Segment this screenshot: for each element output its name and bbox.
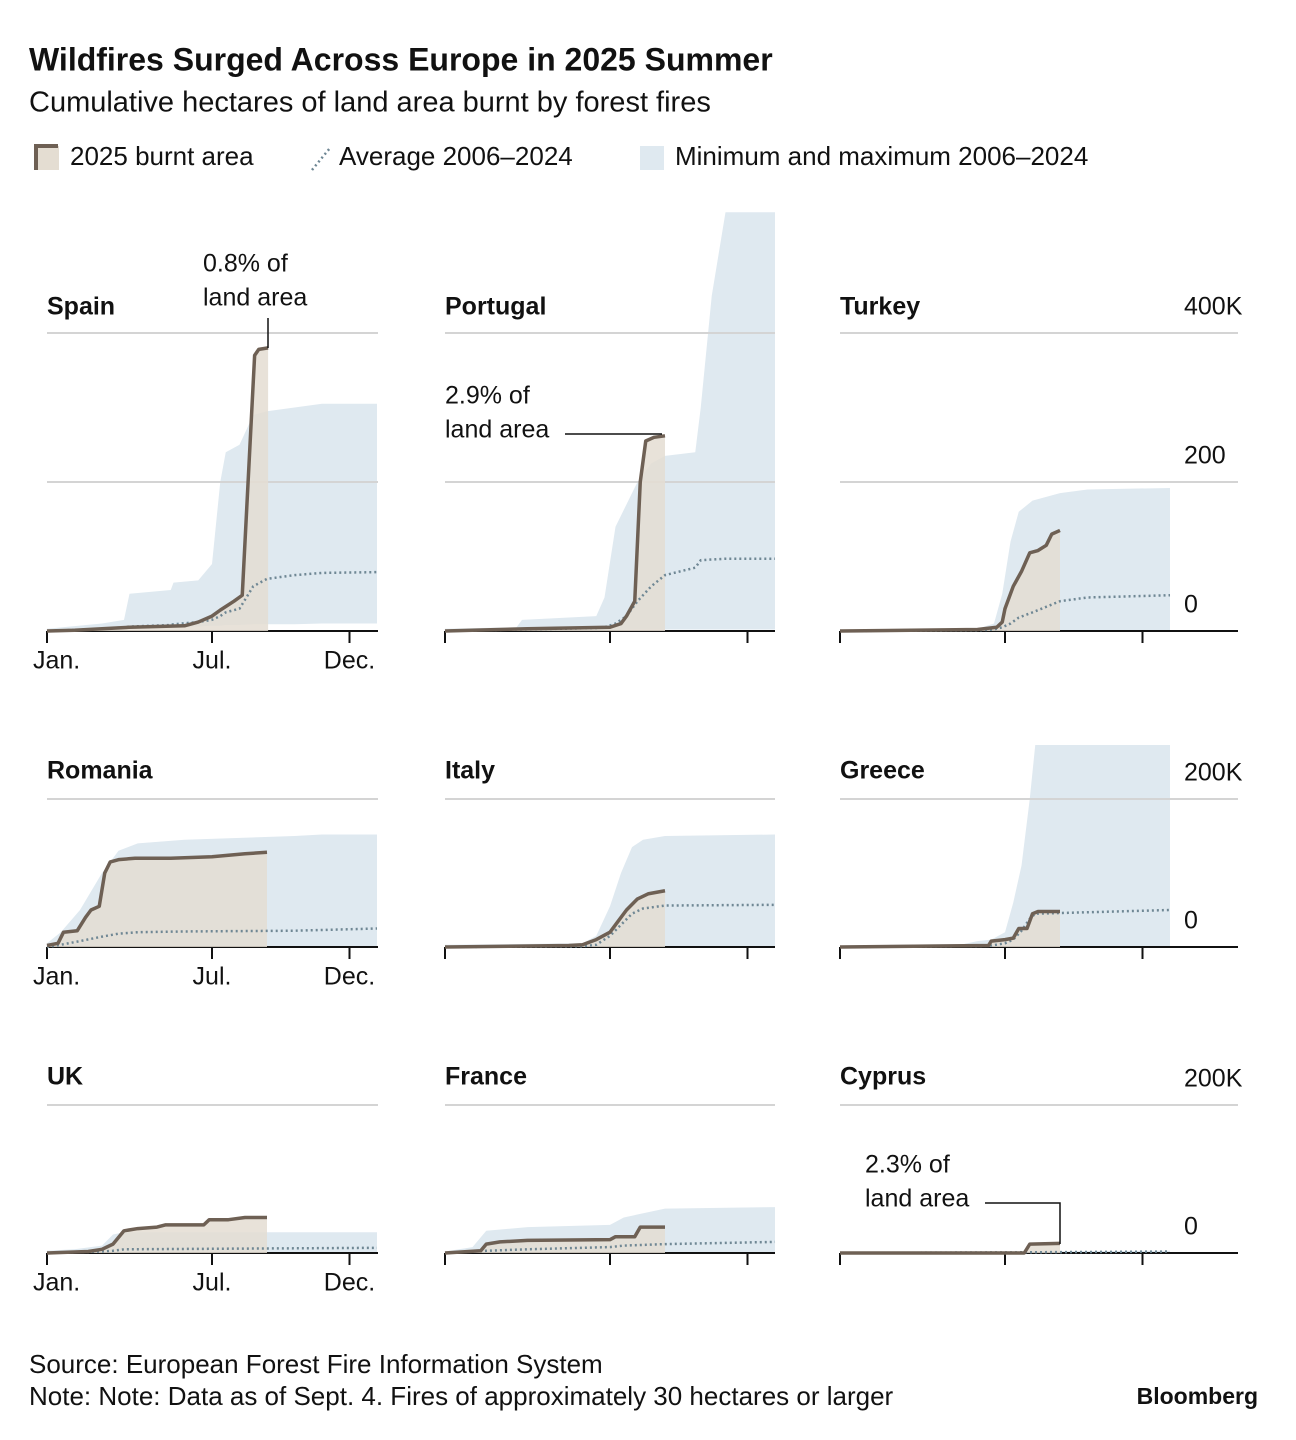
x-tick-label: Dec. [324,1269,375,1297]
panel-title: Greece [840,757,925,785]
min-max-band [445,834,775,947]
y-tick-label: 200K [1184,1065,1243,1093]
burnt-area-line [46,1215,267,1255]
average-line [46,570,378,633]
chart-subtitle: Cumulative hectares of land area burnt b… [29,87,711,119]
y-tick-label: 200 [1184,442,1226,470]
brand: Bloomberg [1137,1383,1258,1409]
annotation: 0.8% of [203,250,288,278]
average-line [46,1246,378,1255]
chart-title: Wildfires Surged Across Europe in 2025 S… [29,41,773,77]
annotation: 2.9% of [445,382,530,410]
y-tick-label: 0 [1184,907,1198,935]
x-tick-label: Jan. [33,963,80,991]
panel-title: Portugal [445,293,546,321]
y-tick-label: 0 [1184,1213,1198,1241]
burnt-area-fill [445,435,665,631]
legend-swatch [311,147,331,171]
legend-swatch [35,146,59,170]
burnt-area-line [840,1241,1061,1255]
legend-label: Average 2006–2024 [339,141,573,171]
x-tick-label: Jul. [193,1269,232,1297]
burnt-area-line [444,1225,665,1255]
min-max-band [840,487,1170,631]
legend-label: Minimum and maximum 2006–2024 [675,141,1088,171]
panel-title: France [445,1063,527,1091]
burnt-area-fill [47,1217,267,1253]
note: Note: Note: Data as of Sept. 4. Fires of… [29,1381,894,1411]
y-tick-label: 400K [1184,293,1243,321]
burnt-area-line [839,909,1060,949]
burnt-area-fill [840,911,1060,947]
panel-title: Cyprus [840,1063,926,1091]
x-tick-label: Dec. [324,963,375,991]
burnt-area-fill [47,347,269,631]
average-line [444,903,776,949]
x-tick-label: Jan. [33,1269,80,1297]
annotation-leader [985,1202,1061,1244]
x-tick-label: Jan. [33,647,80,675]
annotation: land area [203,284,307,312]
min-max-band [840,744,1170,947]
panel-title: UK [47,1063,83,1091]
burnt-area-line [46,346,269,633]
legend-swatch [640,146,664,170]
x-tick-label: Jul. [193,647,232,675]
burnt-area-line [444,434,666,633]
burnt-area-line [444,889,666,949]
panel-title: Spain [47,293,115,321]
annotation: 2.3% of [865,1151,950,1179]
burnt-area-fill [47,852,267,947]
min-max-band [445,212,775,631]
panel-title: Turkey [840,293,920,321]
burnt-area-line [839,528,1061,633]
y-tick-label: 0 [1184,591,1198,619]
panel-title: Italy [445,757,495,785]
panel-title: Romania [47,757,154,785]
burnt-area-fill [840,530,1060,631]
annotation: land area [445,416,549,444]
min-max-band [47,403,377,631]
y-tick-label: 200K [1184,759,1243,787]
legend-label: 2025 burnt area [70,141,254,171]
burnt-area-line [46,850,268,948]
annotation: land area [865,1185,969,1213]
x-tick-label: Jul. [193,963,232,991]
x-tick-label: Dec. [324,647,375,675]
source: Source: European Forest Fire Information… [29,1349,603,1379]
legend-swatch [34,144,58,170]
